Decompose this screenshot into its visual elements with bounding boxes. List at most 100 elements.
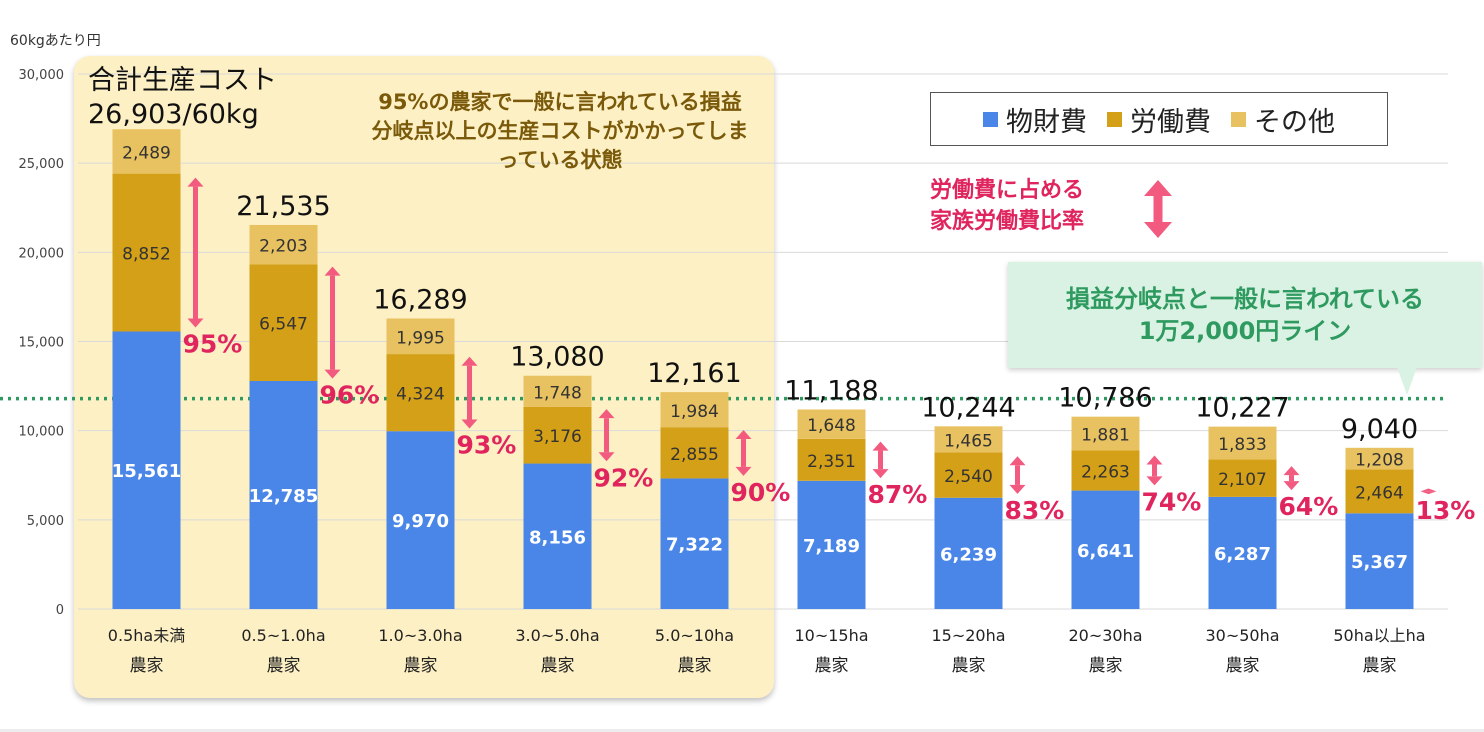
total-cost-title: 合計生産コスト 26,903/60kg [88, 64, 277, 132]
legend-label-labor: 労働費 [1130, 106, 1211, 138]
x-category-sublabel: 農家 [267, 656, 301, 676]
breakeven-callout-line1: 損益分岐点と一般に言われている [1065, 285, 1425, 313]
bar-value-label-other: 1,881 [1081, 425, 1130, 445]
y-tick-label: 20,000 [19, 246, 65, 261]
bar-total-label: 10,227 [1195, 393, 1289, 424]
bar-segment-other [1208, 426, 1277, 460]
bar-total-label: 12,161 [647, 358, 741, 389]
breakeven-callout: 損益分岐点と一般に言われている 1万2,000円ライン [1008, 262, 1482, 368]
bar-value-label-materials: 5,367 [1351, 552, 1408, 573]
bar-segment-labor [249, 264, 318, 382]
legend-label-materials: 物財費 [1006, 106, 1087, 138]
bar-value-label-other: 1,995 [396, 328, 445, 348]
family-labor-ratio-arrow-head-down [735, 466, 752, 476]
bar-value-label-labor: 2,464 [1355, 483, 1404, 503]
x-category-label: 0.5ha未満 [108, 626, 185, 645]
bar-segment-other [249, 224, 318, 265]
x-category-sublabel: 農家 [815, 656, 849, 676]
bar-total-label: 10,244 [921, 392, 1015, 423]
total-cost-title-line2: 26,903/60kg [88, 99, 259, 130]
legend-arrow-head-up [1144, 180, 1172, 196]
bar-segment-other [660, 392, 729, 428]
bar-total-label: 13,080 [510, 342, 604, 373]
bar-value-label-other: 1,984 [670, 402, 719, 422]
bar-value-label-materials: 15,561 [112, 461, 181, 482]
bar-segment-labor [1345, 469, 1414, 514]
family-labor-ratio-arrow-head-up [1009, 456, 1026, 466]
bar-segment-labor [660, 427, 729, 479]
bar-segment-labor [934, 452, 1003, 498]
y-tick-label: 0 [56, 603, 64, 618]
bar-segment-labor [1208, 459, 1277, 497]
bar-total-label: 10,786 [1058, 383, 1152, 414]
y-axis-unit-label: 60kgあたり円 [10, 33, 101, 49]
x-category-sublabel: 農家 [1363, 656, 1397, 676]
bar-value-label-other: 2,203 [259, 237, 308, 257]
family-labor-ratio-arrow-head-up [461, 356, 478, 366]
breakeven-callout-line2: 1万2,000円ライン [1138, 317, 1352, 345]
x-category-sublabel: 農家 [541, 656, 575, 676]
bar-value-label-materials: 6,287 [1214, 544, 1271, 565]
bar-segment-materials [1345, 513, 1414, 609]
legend-swatch-other [1231, 111, 1246, 127]
family-labor-ratio-arrow-head-down [598, 452, 615, 462]
bar-value-label-materials: 7,189 [803, 536, 860, 557]
bar-value-label-labor: 2,263 [1081, 462, 1130, 482]
bar-segment-materials [1208, 496, 1277, 609]
bar-segment-materials [660, 478, 729, 609]
bar-value-label-other: 1,748 [533, 383, 582, 403]
legend-swatch-materials [983, 111, 998, 127]
bar-value-label-labor: 2,351 [807, 452, 856, 472]
x-category-sublabel: 農家 [1226, 656, 1260, 676]
bar-segment-labor [386, 354, 455, 432]
x-category-label: 20~30ha [1068, 626, 1142, 645]
y-tick-label: 15,000 [19, 336, 65, 351]
bar-value-label-other: 1,833 [1218, 435, 1267, 455]
family-labor-ratio-label: 13% [1416, 496, 1476, 525]
bar-value-label-labor: 2,540 [944, 467, 993, 487]
bar-value-label-other: 1,465 [944, 431, 993, 451]
family-labor-ratio-arrow-head-up [872, 441, 889, 451]
bar-segment-other [797, 409, 866, 439]
bar-value-label-other: 2,489 [122, 143, 171, 163]
bar-segment-other [386, 318, 455, 355]
family-labor-ratio-arrow-head-up [187, 177, 204, 187]
y-tick-label: 25,000 [19, 157, 65, 172]
x-category-sublabel: 農家 [678, 656, 712, 676]
y-tick-label: 10,000 [19, 425, 65, 440]
x-category-sublabel: 農家 [130, 656, 164, 676]
y-tick-label: 30,000 [19, 68, 65, 83]
bar-value-label-labor: 4,324 [396, 385, 445, 405]
bar-value-label-materials: 12,785 [249, 486, 318, 507]
bar-value-label-materials: 7,322 [666, 535, 723, 556]
family-labor-ratio-label: 95% [183, 330, 243, 359]
legend-swatch-labor [1107, 111, 1122, 127]
bar-value-label-labor: 6,547 [259, 315, 308, 335]
breakeven-callout-tail [1397, 367, 1417, 395]
legend-item-materials: 物財費 [983, 100, 1087, 139]
bar-segment-materials [523, 463, 592, 609]
bar-segment-materials [934, 497, 1003, 609]
family-labor-ratio-arrow-head-up [1146, 455, 1163, 465]
family-labor-ratio-arrow-head-down [461, 419, 478, 429]
x-category-label: 5.0~10ha [655, 626, 734, 645]
x-category-label: 10~15ha [794, 626, 868, 645]
bar-segment-labor [797, 438, 866, 481]
family-labor-ratio-label: 64% [1279, 492, 1339, 521]
bar-segment-materials [112, 331, 181, 609]
y-tick-label: 5,000 [27, 514, 64, 529]
bar-segment-labor [523, 406, 592, 464]
x-category-sublabel: 農家 [1089, 656, 1123, 676]
bar-value-label-labor: 2,107 [1218, 470, 1267, 490]
bar-segment-labor [1071, 450, 1140, 491]
family-labor-note-line1: 労働費に占める [930, 178, 1085, 203]
family-labor-ratio-arrow-head-up [735, 430, 752, 440]
legend-label-other: その他 [1254, 106, 1335, 138]
family-labor-ratio-arrow-head-down [872, 469, 889, 479]
bar-value-label-materials: 9,970 [392, 511, 449, 532]
family-labor-note-line2: 家族労働費比率 [930, 209, 1085, 234]
family-labor-ratio-label: 93% [457, 431, 517, 460]
family-labor-ratio-label: 96% [320, 381, 380, 410]
legend-item-labor: 労働費 [1107, 100, 1211, 139]
family-labor-ratio-label: 74% [1142, 487, 1202, 516]
